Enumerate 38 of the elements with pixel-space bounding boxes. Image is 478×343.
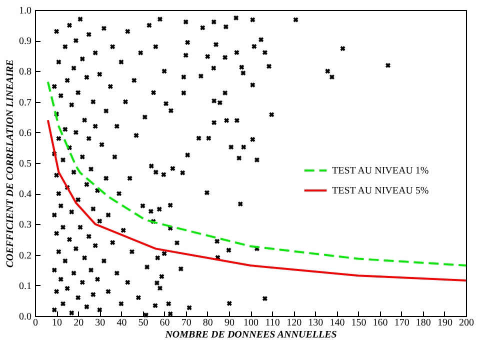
y-tick-label: 1.0 (19, 6, 32, 16)
x-tick-label: 130 (308, 318, 324, 328)
y-axis-title: COEFFICIENT DE CORRELATION LINEAIRE (5, 59, 16, 268)
x-tick-label: 30 (95, 318, 106, 328)
x-tick-label: 120 (286, 318, 302, 328)
line-series (46, 80, 467, 267)
legend-label: TEST AU NIVEAU 5% (332, 186, 429, 196)
y-tick-label: 0.7 (19, 97, 32, 108)
x-tick-label: 170 (394, 318, 410, 328)
y-tick-label: 0.5 (19, 158, 32, 170)
x-tick-label: 150 (351, 318, 366, 328)
x-tick-label: 70 (181, 318, 192, 328)
x-tick-label: 50 (138, 318, 148, 328)
y-tick-label: 0.0 (19, 312, 32, 322)
y-tick-label: 0.9 (19, 36, 32, 48)
y-tick-label: 0.2 (19, 250, 32, 262)
y-tick-label: 0.6 (19, 128, 32, 139)
y-tick-label: 0.8 (19, 66, 32, 78)
x-tick-label: 90 (224, 318, 234, 328)
x-tick-label: 10 (52, 318, 62, 328)
x-tick-label: 60 (160, 318, 170, 328)
y-tick-label: 0.3 (19, 220, 32, 231)
y-tick-label: 0.1 (19, 280, 32, 292)
x-tick-label: 160 (372, 318, 388, 328)
x-tick-label: 0 (33, 318, 38, 328)
x-tick-label: 110 (265, 318, 280, 328)
x-tick-label: 40 (116, 318, 127, 328)
x-tick-label: 190 (437, 318, 452, 328)
x-tick-label: 200 (459, 318, 474, 328)
x-tick-label: 80 (202, 318, 213, 328)
x-tick-label: 20 (74, 318, 84, 328)
x-tick-label: 180 (416, 318, 431, 328)
x-axis-title: NOMBRE DE DONNEES ANNUELLES (164, 330, 338, 340)
x-tick-label: 140 (330, 318, 345, 328)
legend-label: TEST AU NIVEAU 1% (332, 166, 429, 176)
x-tick-label: 100 (244, 318, 258, 328)
line-series (46, 119, 467, 282)
y-tick-label: 0.4 (19, 189, 32, 200)
